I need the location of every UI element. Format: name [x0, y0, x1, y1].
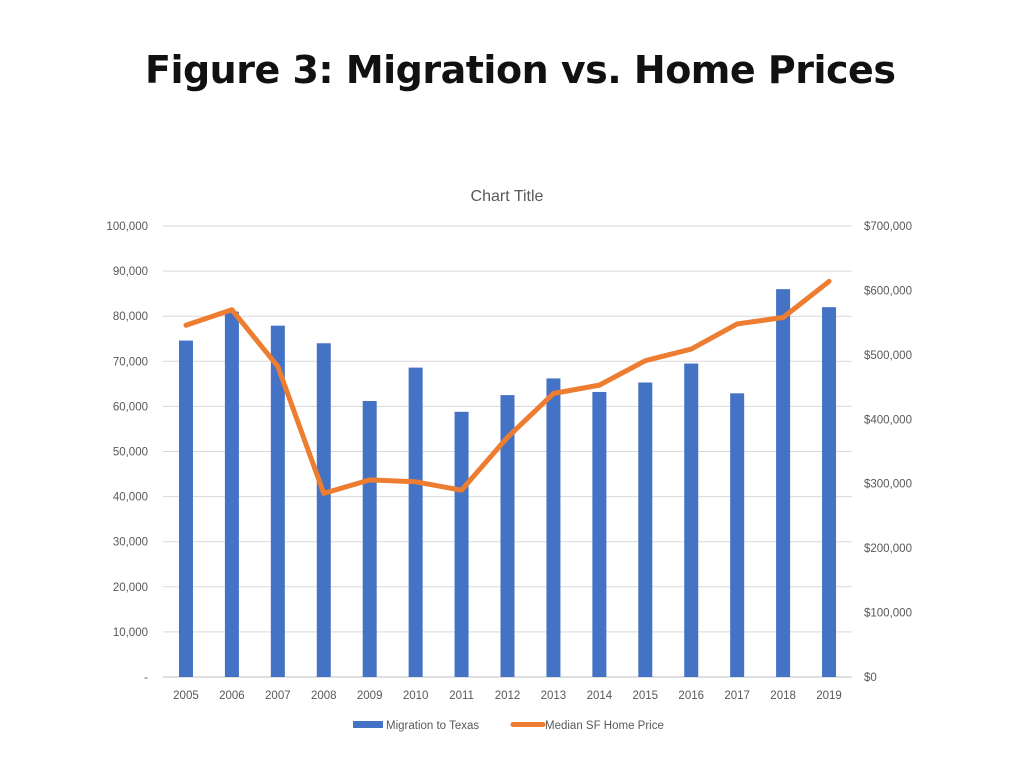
- left-tick-label: 60,000: [113, 401, 148, 413]
- left-tick-label: -: [144, 672, 148, 684]
- right-tick-label: $0: [864, 672, 877, 684]
- right-tick-label: $600,000: [864, 285, 912, 297]
- bar-2018: [776, 289, 791, 677]
- bar-2009: [362, 400, 377, 677]
- left-tick-label: 90,000: [113, 266, 148, 278]
- bar-2013: [546, 378, 561, 677]
- bar-2019: [822, 307, 837, 677]
- bar-2012: [500, 395, 515, 677]
- bar-2015: [638, 382, 653, 677]
- right-tick-label: $300,000: [864, 479, 912, 491]
- left-tick-label: 30,000: [113, 537, 148, 549]
- bar-2011: [454, 411, 469, 677]
- x-tick-label: 2007: [265, 690, 291, 702]
- left-tick-label: 20,000: [113, 582, 148, 594]
- legend-label-price: Median SF Home Price: [545, 720, 664, 732]
- right-tick-label: $500,000: [864, 350, 912, 362]
- chart-title: Chart Title: [471, 188, 544, 205]
- right-tick-label: $400,000: [864, 414, 912, 426]
- left-tick-label: 100,000: [106, 221, 148, 233]
- x-tick-label: 2012: [495, 690, 521, 702]
- left-tick-label: 50,000: [113, 447, 148, 459]
- x-tick-label: 2014: [587, 690, 613, 702]
- x-tick-label: 2009: [357, 690, 383, 702]
- x-tick-label: 2008: [311, 690, 337, 702]
- bar-2017: [730, 393, 745, 677]
- x-tick-label: 2010: [403, 690, 429, 702]
- x-tick-label: 2016: [678, 690, 704, 702]
- x-tick-label: 2005: [173, 690, 199, 702]
- bar-2010: [408, 367, 423, 677]
- left-tick-label: 40,000: [113, 492, 148, 504]
- x-tick-label: 2019: [816, 690, 842, 702]
- x-tick-label: 2018: [770, 690, 796, 702]
- right-tick-label: $700,000: [864, 221, 912, 233]
- legend-swatch-migration: [353, 721, 383, 728]
- bar-2006: [224, 311, 239, 677]
- bar-2016: [684, 363, 699, 677]
- x-tick-label: 2015: [633, 690, 659, 702]
- x-tick-label: 2011: [449, 690, 474, 702]
- x-tick-label: 2013: [541, 690, 567, 702]
- bar-2008: [316, 343, 331, 677]
- bar-2007: [270, 325, 285, 677]
- legend-label-migration: Migration to Texas: [386, 720, 479, 732]
- left-tick-label: 10,000: [113, 627, 148, 639]
- right-tick-label: $200,000: [864, 543, 912, 555]
- figure-title: Figure 3: Migration vs. Home Prices: [145, 48, 896, 92]
- right-tick-label: $100,000: [864, 608, 912, 620]
- left-tick-label: 70,000: [113, 356, 148, 368]
- x-tick-label: 2006: [219, 690, 245, 702]
- left-tick-label: 80,000: [113, 311, 148, 323]
- x-tick-label: 2017: [724, 690, 750, 702]
- bar-2014: [592, 391, 607, 677]
- bar-2005: [178, 340, 193, 677]
